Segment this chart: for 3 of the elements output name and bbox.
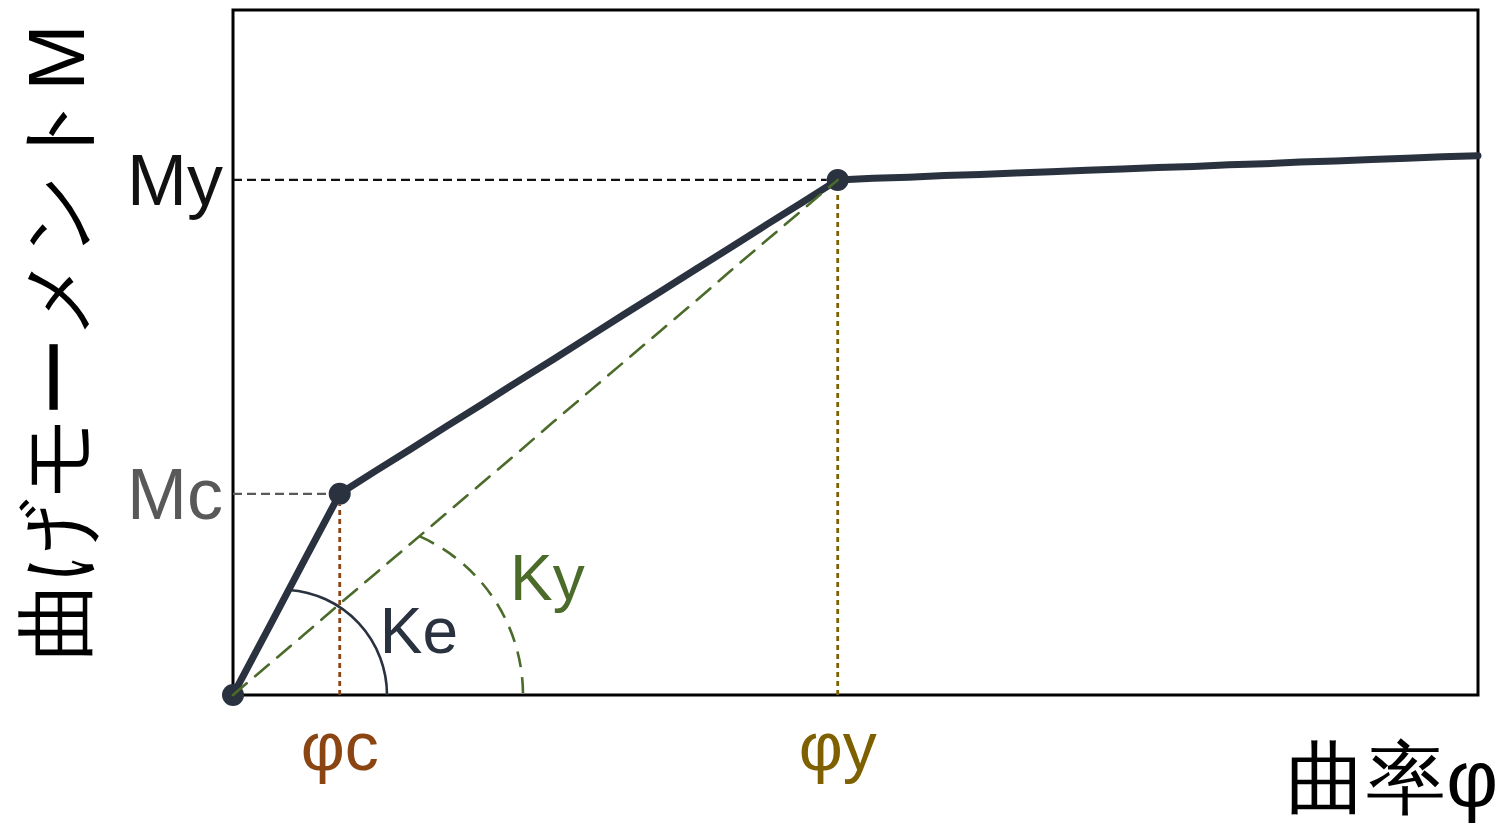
ylabel: 曲げモーメントM: [11, 24, 101, 661]
xlabel: 曲率φ: [1286, 734, 1498, 823]
annotation: Ke: [379, 595, 459, 667]
